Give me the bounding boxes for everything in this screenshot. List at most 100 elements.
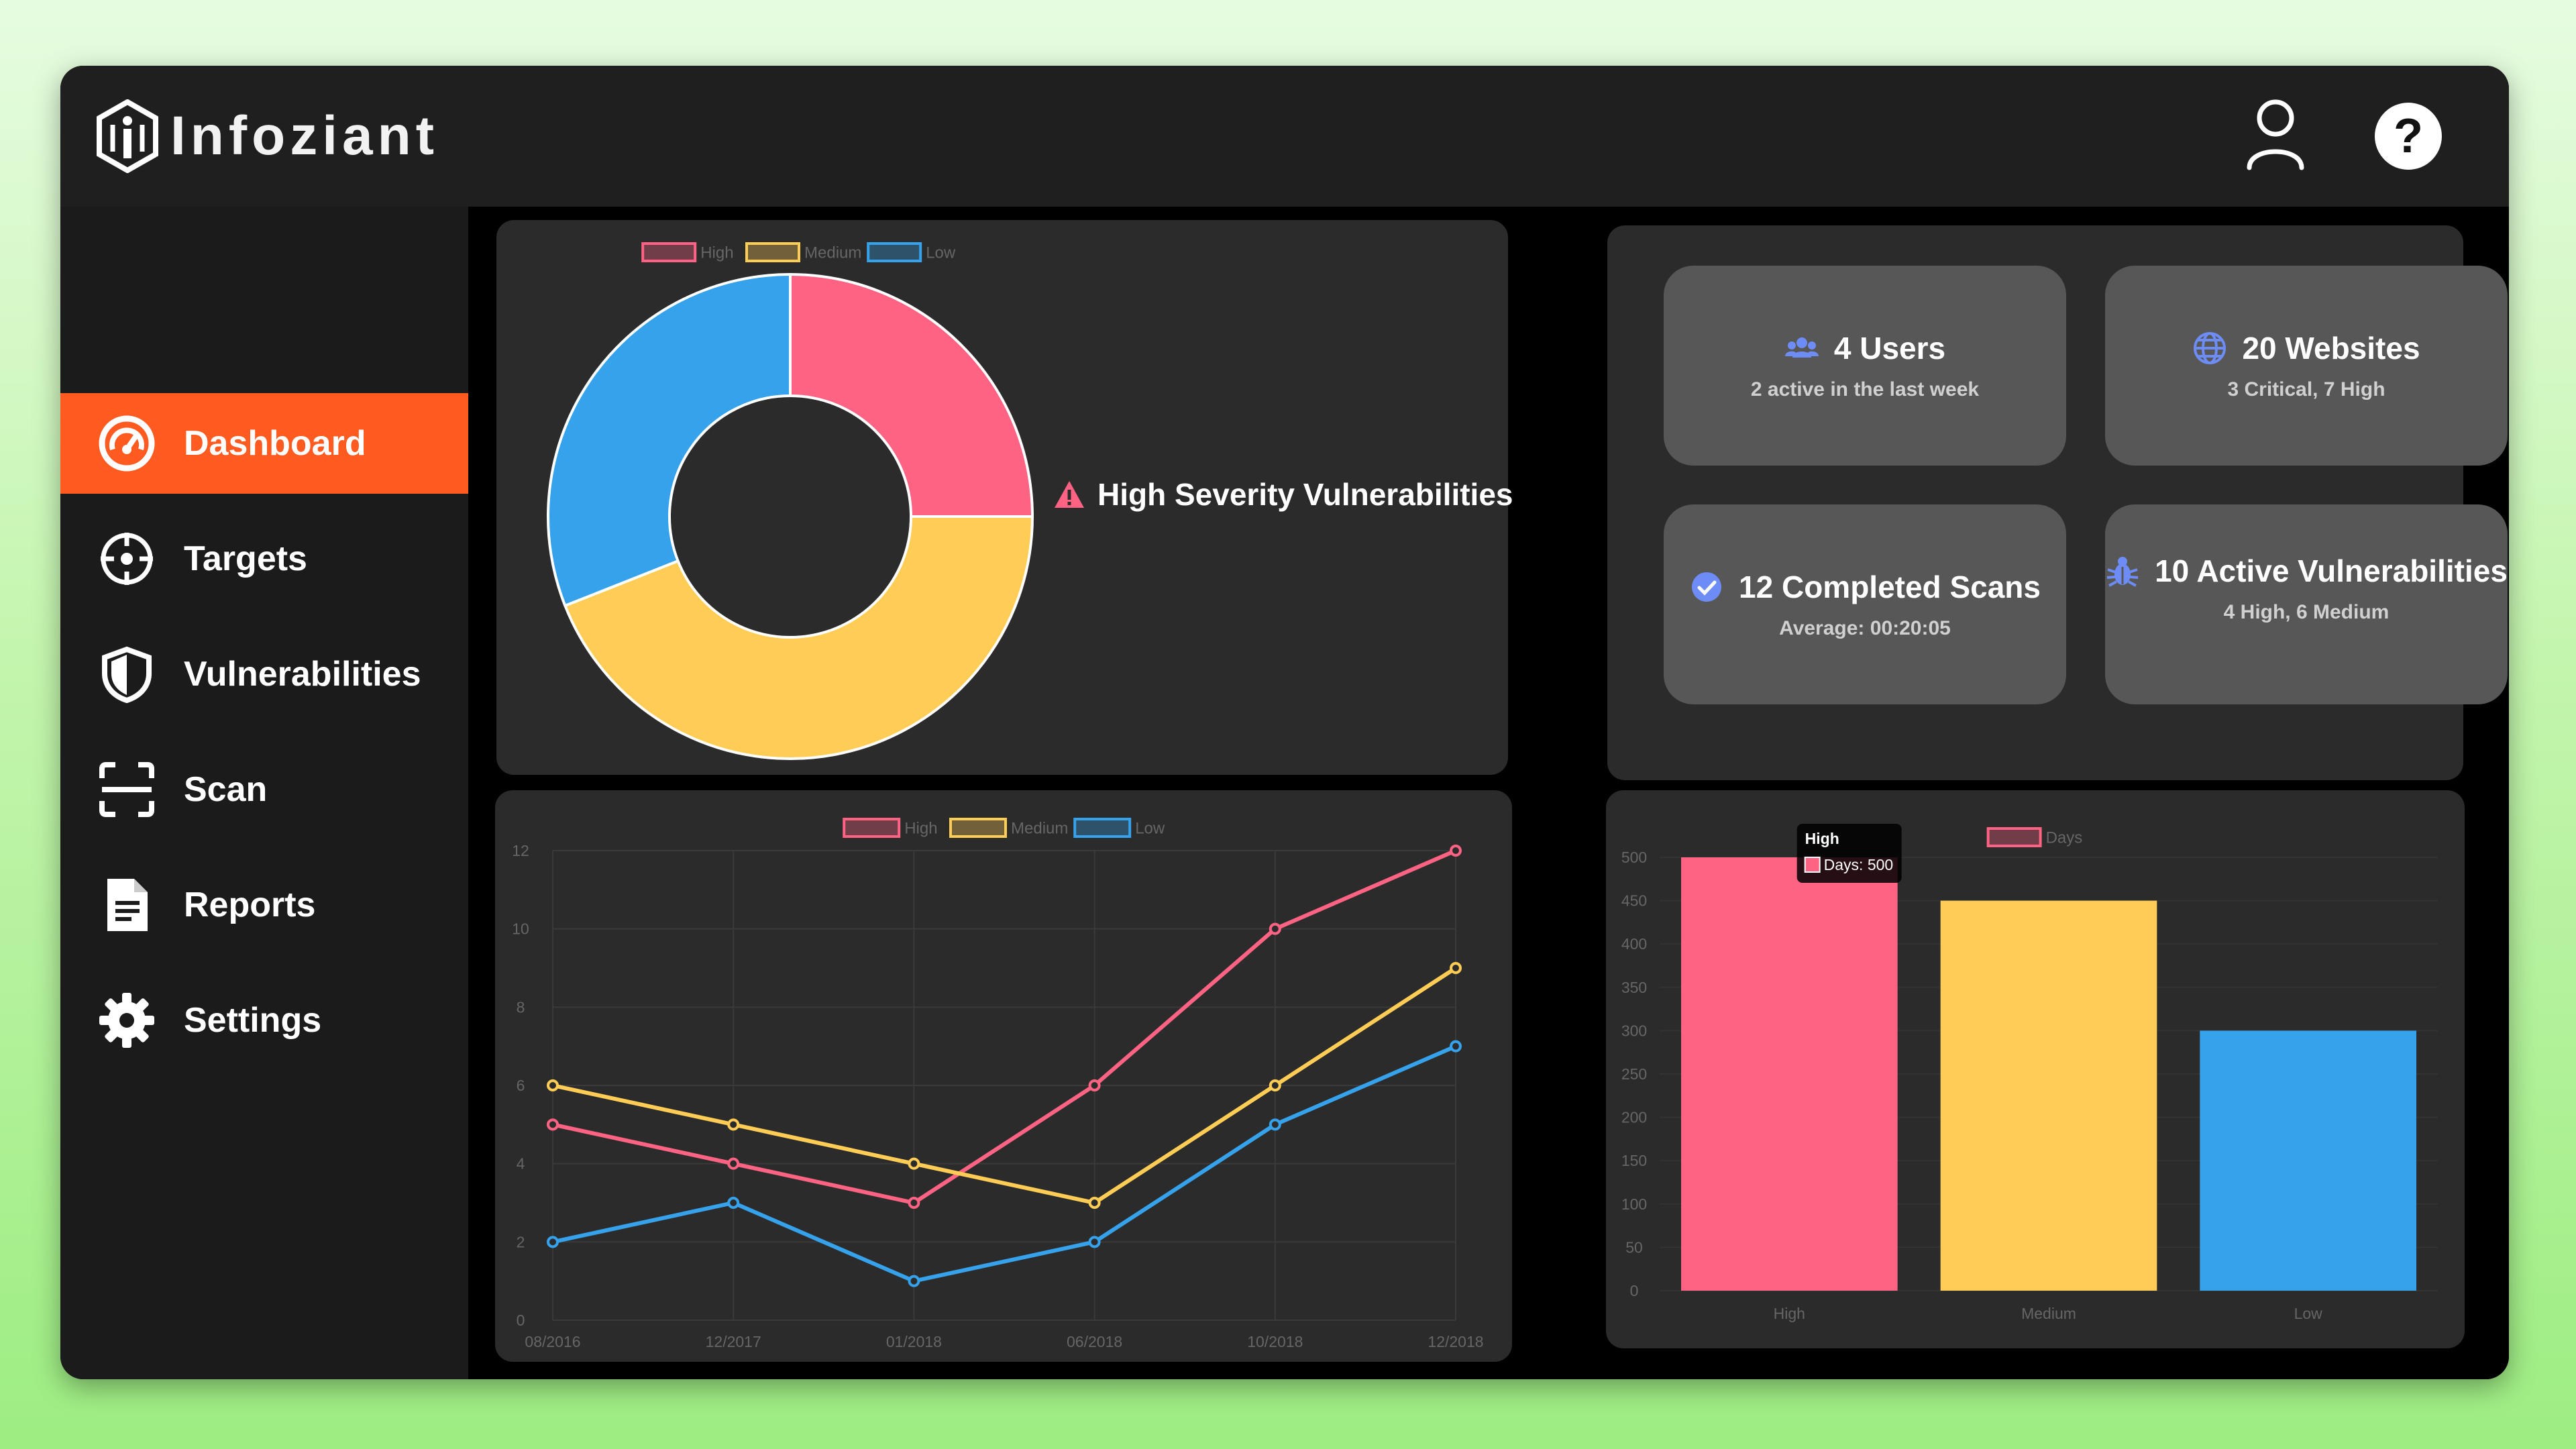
y-tick-label: 500: [1621, 849, 1647, 866]
bar-chart-panel: Days 0 50 100 150 200 250 300 350 400 450 500 High Me…: [1606, 790, 2465, 1348]
x-tick-label: 08/2016: [525, 1333, 580, 1350]
legend-swatch: [641, 242, 697, 262]
sidebar-item-vulnerabilities[interactable]: Vulnerabilities: [60, 624, 468, 724]
stat-subtitle: 3 Critical, 7 High: [2227, 378, 2385, 400]
gear-icon: [99, 993, 154, 1048]
y-tick-label: 2: [517, 1233, 525, 1250]
sidebar-item-settings[interactable]: Settings: [60, 970, 468, 1071]
bug-icon: [2106, 557, 2139, 587]
user-profile-button[interactable]: [2244, 98, 2308, 175]
app-window: Infoziant ? Dashboard: [60, 66, 2509, 1379]
bar-medium: [1940, 900, 2157, 1291]
sidebar-item-scan[interactable]: Scan: [60, 739, 468, 840]
stats-panel: 4 Users 2 active in the last week 20 Web…: [1607, 225, 2508, 780]
line-point: [547, 1236, 559, 1248]
line-point: [1269, 1118, 1281, 1131]
y-tick-label: 0: [1630, 1282, 1639, 1299]
legend-label: High: [904, 819, 937, 837]
line-point: [727, 1197, 740, 1209]
x-tick-label: Medium: [2021, 1305, 2076, 1322]
y-tick-label: 200: [1621, 1109, 1647, 1126]
x-tick-label: Low: [2294, 1305, 2323, 1322]
sidebar-item-label: Scan: [184, 770, 268, 809]
stat-card-scans[interactable]: 12 Completed Scans Average: 00:20:05: [1664, 504, 2066, 704]
scan-frame-icon: [99, 762, 154, 817]
bar-low: [2200, 1030, 2416, 1291]
line-point: [908, 1197, 920, 1209]
y-tick-label: 0: [517, 1311, 525, 1329]
y-tick-label: 400: [1621, 935, 1647, 953]
x-tick-label: 01/2018: [886, 1333, 942, 1350]
infoziant-logo-icon: [97, 99, 158, 173]
legend-label: Medium: [1011, 819, 1068, 837]
line-point: [727, 1118, 740, 1131]
donut-slice-high: [789, 272, 1034, 518]
x-tick-label: 12/2017: [706, 1333, 761, 1350]
top-bar: Infoziant ?: [60, 66, 2509, 207]
users-icon: [1784, 337, 1819, 358]
y-tick-label: 12: [512, 842, 529, 859]
severity-title: High Severity Vulnerabilities: [1053, 476, 1513, 513]
legend-label: Medium: [804, 244, 861, 262]
y-tick-label: 250: [1621, 1065, 1647, 1083]
sidebar-item-label: Reports: [184, 885, 316, 924]
x-tick-label: High: [1774, 1305, 1805, 1322]
stat-card-websites[interactable]: 20 Websites 3 Critical, 7 High: [2105, 266, 2508, 466]
sidebar-item-label: Dashboard: [184, 424, 366, 463]
legend-swatch: [949, 818, 1007, 838]
stat-subtitle: 4 High, 6 Medium: [2223, 601, 2390, 623]
legend-label: Days: [2046, 828, 2083, 847]
line-point: [1450, 845, 1462, 857]
brand-name: Infoziant: [170, 105, 439, 166]
stat-subtitle: 2 active in the last week: [1750, 378, 1980, 400]
y-tick-label: 10: [512, 920, 529, 938]
tooltip-title: High: [1805, 830, 1839, 847]
help-button[interactable]: ?: [2375, 103, 2442, 170]
line-series-medium: [552, 966, 1457, 1205]
help-icon: ?: [2394, 109, 2423, 163]
bar-chart: Days 0 50 100 150 200 250 300 350 400 450 500 High Me…: [1621, 824, 2438, 1322]
y-tick-label: 6: [517, 1077, 525, 1094]
line-series-high: [552, 849, 1457, 1205]
tooltip-box: [1796, 824, 1902, 883]
stat-title: 20 Websites: [2242, 331, 2420, 366]
brand-logo[interactable]: Infoziant: [94, 99, 439, 173]
line-point: [908, 1157, 920, 1170]
sidebar-item-label: Vulnerabilities: [184, 655, 421, 694]
stat-title: 12 Completed Scans: [1739, 570, 2041, 604]
line-point: [1269, 922, 1281, 935]
legend-label: Low: [926, 244, 956, 262]
y-tick-label: 100: [1621, 1195, 1647, 1213]
legend-swatch: [745, 242, 800, 262]
stat-card-users[interactable]: 4 Users 2 active in the last week: [1664, 266, 2066, 466]
legend-swatch: [843, 818, 901, 838]
stat-card-vulnerabilities[interactable]: 10 Active Vulnerabilities 4 High, 6 Medi…: [2105, 504, 2508, 704]
tooltip-swatch: [1804, 857, 1821, 873]
legend-label: Low: [1135, 819, 1165, 837]
donut-slice-low: [547, 272, 792, 608]
bar-high: [1681, 857, 1898, 1291]
donut-chart-panel: High Medium Low High Severity Vulnerabilit…: [496, 220, 1513, 775]
sidebar-item-dashboard[interactable]: Dashboard: [60, 393, 468, 494]
line-point: [1088, 1197, 1101, 1209]
y-tick-label: 150: [1621, 1152, 1647, 1169]
user-icon: [2247, 99, 2304, 170]
sidebar-item-targets[interactable]: Targets: [60, 508, 468, 609]
y-tick-label: 350: [1621, 979, 1647, 996]
document-icon: [107, 879, 148, 931]
line-point: [1450, 1040, 1462, 1053]
x-tick-label: 06/2018: [1067, 1333, 1122, 1350]
line-point: [1088, 1236, 1101, 1248]
legend-label: High: [700, 244, 733, 262]
sidebar-item-reports[interactable]: Reports: [60, 855, 468, 955]
y-tick-label: 8: [517, 998, 525, 1016]
y-tick-label: 4: [517, 1155, 525, 1173]
donut-slice-medium: [563, 515, 1034, 760]
line-point: [1269, 1079, 1281, 1091]
speedometer-icon: [99, 415, 155, 472]
x-tick-label: 10/2018: [1247, 1333, 1303, 1350]
line-point: [727, 1157, 740, 1170]
globe-icon: [2194, 332, 2226, 364]
shield-icon: [102, 646, 152, 703]
legend-swatch: [1073, 818, 1132, 838]
